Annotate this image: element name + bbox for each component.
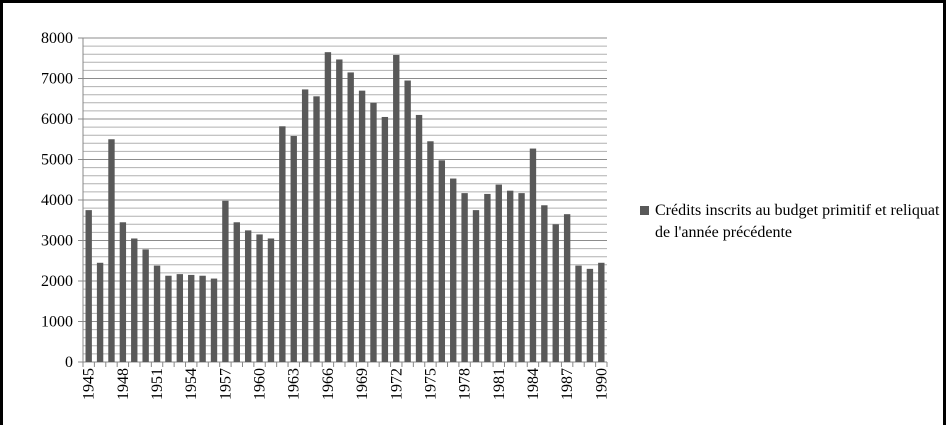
- bar: [233, 222, 240, 362]
- bar: [347, 72, 354, 363]
- x-tick-label: 1984: [525, 368, 542, 400]
- bar: [324, 52, 332, 363]
- legend-label: Crédits inscrits au budget primitif et r…: [655, 202, 940, 241]
- bar: [313, 96, 320, 362]
- x-tick-label: 1957: [217, 368, 234, 400]
- bar: [176, 274, 184, 362]
- bar: [461, 193, 468, 362]
- bar: [358, 90, 366, 363]
- bar: [222, 200, 229, 362]
- x-tick-label: 1966: [320, 368, 337, 400]
- bar: [142, 249, 149, 362]
- bar: [210, 278, 218, 362]
- bar: [85, 210, 92, 362]
- y-tick-label: 8000: [41, 30, 73, 47]
- bar: [290, 136, 297, 362]
- y-tick-label: 0: [65, 354, 73, 371]
- bar: [472, 210, 480, 362]
- bar: [393, 55, 400, 362]
- y-tick-label: 4000: [41, 192, 73, 209]
- bar: [563, 214, 571, 362]
- bar: [256, 234, 263, 362]
- y-tick-label: 7000: [41, 71, 73, 88]
- x-tick-label: 1969: [354, 368, 371, 400]
- bar: [575, 265, 582, 362]
- bar: [438, 160, 446, 362]
- bar: [131, 238, 138, 362]
- bar: [415, 114, 423, 362]
- x-tick-label: 1948: [115, 368, 132, 400]
- bar: [381, 116, 389, 362]
- legend: Crédits inscrits au budget primitif et r…: [640, 200, 946, 244]
- y-tick-label: 1000: [41, 314, 73, 331]
- bar: [518, 193, 525, 362]
- bar: [586, 268, 594, 362]
- bar: [450, 178, 457, 362]
- x-tick-label: 1963: [286, 368, 303, 400]
- x-tick-label: 1972: [388, 368, 405, 400]
- bar: [336, 59, 343, 363]
- x-tick-label: 1951: [149, 368, 166, 400]
- legend-swatch: [640, 206, 649, 215]
- x-tick-label: 1978: [457, 368, 474, 400]
- y-tick-label: 6000: [41, 111, 73, 128]
- x-tick-label: 1990: [593, 368, 610, 400]
- bar: [484, 193, 491, 362]
- bar: [267, 238, 275, 362]
- bar: [427, 141, 434, 362]
- bar: [506, 190, 514, 362]
- bar: [529, 148, 537, 362]
- bar: [279, 126, 286, 362]
- y-tick-label: 2000: [41, 273, 73, 290]
- bar: [541, 205, 548, 362]
- bar: [404, 80, 411, 363]
- x-tick-label: 1981: [491, 368, 508, 400]
- bar: [598, 262, 605, 362]
- x-tick-label: 1987: [559, 368, 576, 400]
- bar: [153, 265, 161, 362]
- bar: [96, 262, 104, 362]
- bar: [188, 274, 195, 362]
- x-tick-label: 1945: [81, 368, 98, 400]
- bar: [495, 184, 502, 362]
- bar: [108, 139, 115, 362]
- bar: [552, 224, 559, 362]
- bar: [199, 275, 206, 362]
- bar: [301, 89, 309, 362]
- x-tick-label: 1975: [422, 368, 439, 400]
- x-tick-label: 1960: [252, 368, 269, 400]
- bar: [244, 230, 252, 362]
- x-tick-label: 1954: [183, 368, 200, 400]
- bar: [119, 222, 127, 362]
- bar: [165, 275, 172, 362]
- y-tick-label: 3000: [41, 233, 73, 250]
- bar: [370, 102, 377, 363]
- y-tick-label: 5000: [41, 152, 73, 169]
